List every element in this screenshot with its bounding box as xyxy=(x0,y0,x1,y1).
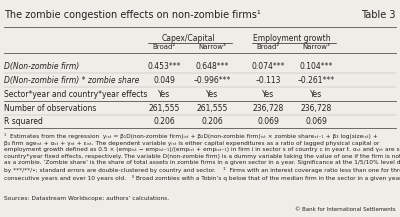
Text: 0.206: 0.206 xyxy=(201,117,223,126)
Text: 261,555: 261,555 xyxy=(148,104,180,113)
Text: –0.996***: –0.996*** xyxy=(193,76,231,85)
Text: 0.069: 0.069 xyxy=(305,117,327,126)
Text: 0.453***: 0.453*** xyxy=(147,62,181,71)
Text: Yes: Yes xyxy=(262,90,274,99)
Text: 236,728: 236,728 xyxy=(252,104,284,113)
Text: 0.074***: 0.074*** xyxy=(251,62,285,71)
Text: Yes: Yes xyxy=(206,90,218,99)
Text: Sector*year and country*year effects: Sector*year and country*year effects xyxy=(4,90,148,99)
Text: Sources: Datastream Worldscope; authors’ calculations.: Sources: Datastream Worldscope; authors’… xyxy=(4,196,169,201)
Text: –0.261***: –0.261*** xyxy=(298,76,334,85)
Text: D(Non-zombie firm) * zombie share: D(Non-zombie firm) * zombie share xyxy=(4,76,139,85)
Text: 0.104***: 0.104*** xyxy=(299,62,333,71)
Text: ¹  Estimates from the regression  yᵢₛₜ = β₁D(non-zombie firm)ᵢₛₜ + β₂D(non-zombi: ¹ Estimates from the regression yᵢₛₜ = β… xyxy=(4,133,400,181)
Text: Employment growth: Employment growth xyxy=(253,34,331,43)
Text: 0.206: 0.206 xyxy=(153,117,175,126)
Text: © Bank for International Settlements: © Bank for International Settlements xyxy=(295,207,396,212)
Text: 0.049: 0.049 xyxy=(153,76,175,85)
Text: The zombie congestion effects on non-zombie firms¹: The zombie congestion effects on non-zom… xyxy=(4,10,261,20)
Text: Narrow³: Narrow³ xyxy=(198,44,226,51)
Text: Broad²: Broad² xyxy=(256,44,280,51)
Text: Number of observations: Number of observations xyxy=(4,104,96,113)
Text: D(Non-zombie firm): D(Non-zombie firm) xyxy=(4,62,79,71)
Text: Capex/Capital: Capex/Capital xyxy=(161,34,215,43)
Text: Narrow³: Narrow³ xyxy=(302,44,330,51)
Text: Yes: Yes xyxy=(310,90,322,99)
Text: Table 3: Table 3 xyxy=(362,10,396,20)
Text: 0.648***: 0.648*** xyxy=(195,62,229,71)
Text: –0.113: –0.113 xyxy=(255,76,281,85)
Text: Broad²: Broad² xyxy=(152,44,176,51)
Text: 261,555: 261,555 xyxy=(196,104,228,113)
Text: 236,728: 236,728 xyxy=(300,104,332,113)
Text: 0.069: 0.069 xyxy=(257,117,279,126)
Text: R squared: R squared xyxy=(4,117,43,126)
Text: Yes: Yes xyxy=(158,90,170,99)
